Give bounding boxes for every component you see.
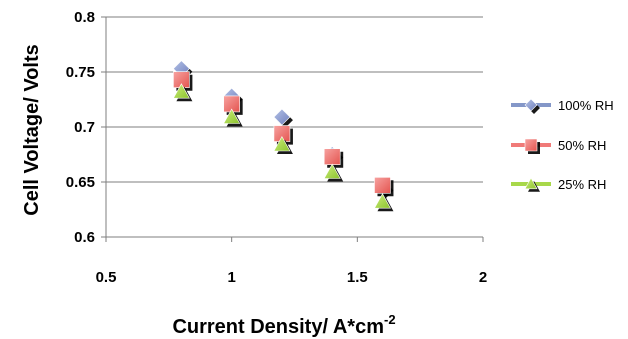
y-tick-labels: 0.6 0.65 0.7 0.75 0.8 [66,9,95,246]
gridlines [106,16,483,238]
legend-label: 100% RH [558,98,614,113]
x-axis-label: Current Density/ A*cm-2 [172,312,395,338]
x-tick-label: 2 [479,269,487,286]
y-tick-label: 0.75 [66,64,95,81]
point-triangle [373,193,394,212]
x-tick-labels: 0.5 1 1.5 2 [96,269,488,286]
legend: 100% RH 50% RH 25% RH [511,98,614,192]
legend-item: 50% RH [511,138,606,154]
point-triangle [273,135,293,154]
point-triangle [223,108,243,127]
data-points [172,60,394,212]
legend-item: 100% RH [511,98,614,114]
y-tick-label: 0.7 [74,119,95,136]
point-square [374,177,394,197]
point-diamond [273,108,293,129]
legend-marker-diamond [524,98,540,114]
x-tick-label: 0.5 [96,269,117,286]
y-tick-label: 0.6 [74,229,95,246]
x-tick-label: 1.5 [347,269,368,286]
x-axis-label-main: Current Density/ A*cm [172,316,384,338]
point-triangle [172,83,193,102]
x-axis-label-superscript: -2 [384,312,396,327]
legend-label: 25% RH [558,177,606,192]
point-square [173,71,193,91]
y-tick-label: 0.65 [66,174,95,191]
x-tick-label: 1 [227,269,235,286]
legend-marker-triangle [524,177,540,192]
legend-label: 50% RH [558,138,606,153]
legend-marker-square [524,138,540,154]
y-axis-label: Cell Voltage/ Volts [21,44,43,216]
y-tick-label: 0.8 [74,9,95,26]
legend-item: 25% RH [511,177,606,192]
point-triangle [323,163,344,182]
point-square [323,148,344,168]
axes [101,16,484,242]
